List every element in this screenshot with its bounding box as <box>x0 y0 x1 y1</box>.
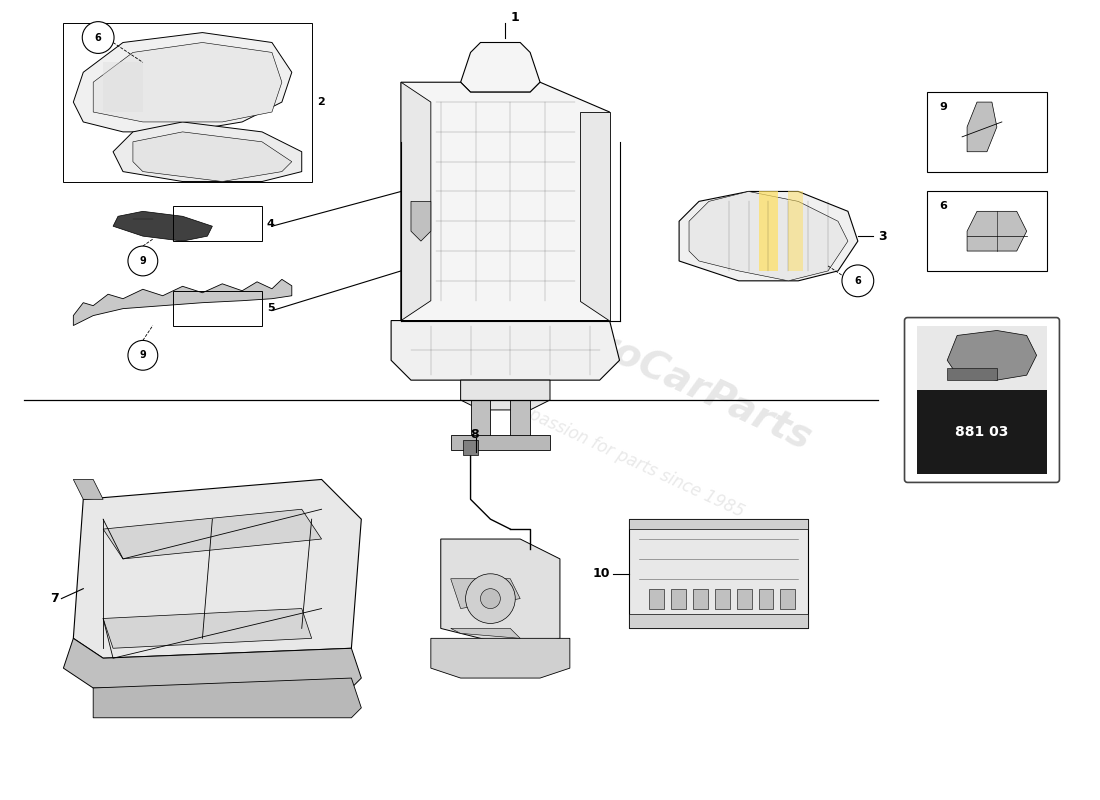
Polygon shape <box>451 629 520 638</box>
Polygon shape <box>94 42 282 122</box>
Polygon shape <box>461 42 540 92</box>
Polygon shape <box>510 400 530 440</box>
Polygon shape <box>947 330 1036 380</box>
Polygon shape <box>451 578 520 609</box>
Polygon shape <box>103 510 321 559</box>
Polygon shape <box>917 326 1046 390</box>
Text: 10: 10 <box>592 567 609 580</box>
Text: 5: 5 <box>267 303 275 313</box>
Text: 7: 7 <box>50 592 58 605</box>
Polygon shape <box>917 390 1046 474</box>
Polygon shape <box>133 132 292 182</box>
FancyBboxPatch shape <box>904 318 1059 482</box>
Polygon shape <box>402 82 609 321</box>
Polygon shape <box>759 191 779 271</box>
Polygon shape <box>947 368 997 380</box>
Text: 3: 3 <box>878 230 887 242</box>
Polygon shape <box>103 62 143 112</box>
Polygon shape <box>441 539 560 648</box>
Text: 1: 1 <box>510 11 519 24</box>
Polygon shape <box>74 279 292 326</box>
Text: 881 03: 881 03 <box>955 425 1009 438</box>
Text: 6: 6 <box>855 276 861 286</box>
Polygon shape <box>759 589 773 609</box>
Polygon shape <box>693 589 708 609</box>
Text: 4: 4 <box>267 218 275 229</box>
Polygon shape <box>967 211 1026 251</box>
Polygon shape <box>629 614 808 629</box>
Text: 9: 9 <box>939 102 947 112</box>
Polygon shape <box>103 609 311 648</box>
Polygon shape <box>113 122 301 182</box>
Polygon shape <box>402 82 431 321</box>
Text: 9: 9 <box>140 350 146 360</box>
Bar <box>927 191 1046 271</box>
Bar <box>927 92 1046 171</box>
Polygon shape <box>580 112 609 321</box>
Polygon shape <box>715 589 729 609</box>
Polygon shape <box>649 589 664 609</box>
Text: 8: 8 <box>471 428 480 442</box>
Text: 6: 6 <box>939 202 947 211</box>
Polygon shape <box>64 638 361 688</box>
Circle shape <box>82 22 114 54</box>
Text: a passion for parts since 1985: a passion for parts since 1985 <box>512 398 747 521</box>
Polygon shape <box>737 589 751 609</box>
Circle shape <box>842 265 873 297</box>
Circle shape <box>465 574 515 623</box>
Polygon shape <box>671 589 686 609</box>
Polygon shape <box>789 191 803 271</box>
Text: 9: 9 <box>140 256 146 266</box>
Circle shape <box>128 341 157 370</box>
Polygon shape <box>679 191 858 281</box>
Polygon shape <box>967 102 997 152</box>
Polygon shape <box>461 380 550 410</box>
Polygon shape <box>74 479 103 499</box>
Polygon shape <box>780 589 795 609</box>
Text: 2: 2 <box>317 97 324 107</box>
Text: EuroCarParts: EuroCarParts <box>541 302 817 458</box>
Polygon shape <box>74 479 361 658</box>
Polygon shape <box>113 211 212 241</box>
Circle shape <box>128 246 157 276</box>
Polygon shape <box>451 434 550 450</box>
Polygon shape <box>471 400 491 440</box>
Text: 6: 6 <box>95 33 101 42</box>
Bar <box>629 519 808 629</box>
Polygon shape <box>94 678 361 718</box>
Polygon shape <box>463 440 478 454</box>
Bar <box>173 206 262 241</box>
Polygon shape <box>411 202 431 241</box>
Polygon shape <box>392 321 619 380</box>
Polygon shape <box>629 519 808 529</box>
Bar <box>64 22 311 182</box>
Bar <box>173 290 262 326</box>
Polygon shape <box>74 33 292 132</box>
Circle shape <box>481 589 500 609</box>
Polygon shape <box>689 191 848 281</box>
Polygon shape <box>431 638 570 678</box>
